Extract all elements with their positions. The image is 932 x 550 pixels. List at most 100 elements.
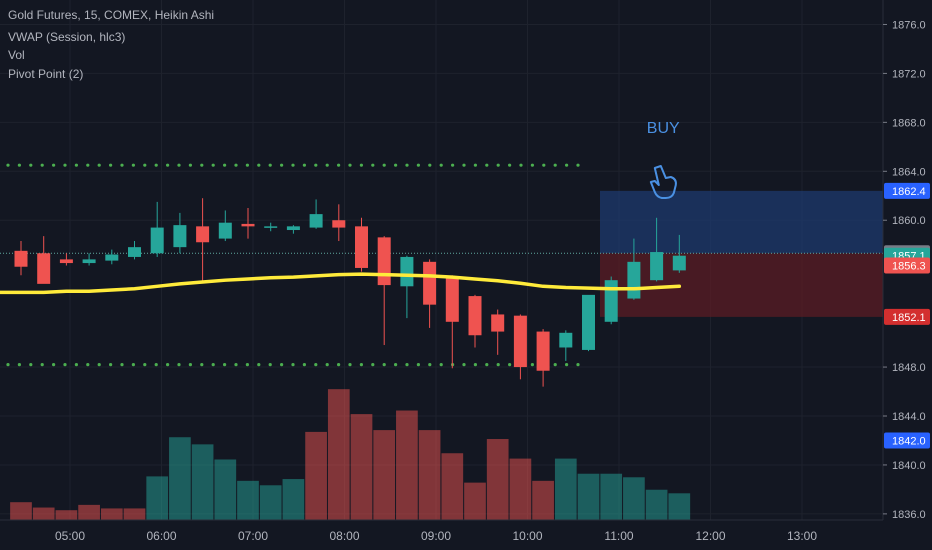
vwap-polyline [0,272,682,295]
time-axis[interactable]: 05:00 06:00 07:00 08:00 09:00 10:00 11:00 12:00… [55,529,817,543]
price-badge-label: 1852.1 [892,312,926,324]
pivot-dot [576,363,580,367]
pivot-dot [74,163,78,167]
volume-bar [282,479,305,520]
pivot-dot [109,363,113,367]
candle [241,208,255,239]
price-tick-label: 1848.0 [892,362,926,374]
volume-bar [214,459,237,520]
price-tick-label: 1864.0 [892,166,926,178]
pivot-dot [29,163,33,167]
candle [650,217,664,282]
candle-body [377,237,391,286]
candle-body [423,261,437,305]
pivot-dot [74,363,78,367]
pivot-dot [211,163,215,167]
candle [37,236,51,284]
pivot-points [6,163,580,367]
pivot-dot [17,163,21,167]
pivot-dot [63,363,67,367]
pivot-dot [154,363,158,367]
candles[interactable] [14,198,686,387]
chart-legend: Gold Futures, 15, COMEX, Heikin Ashi VWA… [8,8,214,81]
pivot-dot [382,163,386,167]
candle [218,210,232,242]
pivot-dot [166,363,170,367]
pivot-dot [200,163,204,167]
price-axis[interactable]: 1876.0 1872.0 1868.0 1864.0 1860.0 1848.0 1844… [883,19,926,521]
candle [604,276,618,325]
legend-pivot[interactable]: Pivot Point (2) [8,67,83,81]
candle-body [173,225,187,248]
pivot-dot [337,363,341,367]
candle-body [196,226,210,243]
pointing-hand-icon [649,165,677,199]
candle-body [241,223,255,227]
price-tick-label: 1844.0 [892,411,926,423]
pivot-dot [86,363,90,367]
pivot-dot [325,163,329,167]
candle-body [627,261,641,299]
legend-title[interactable]: Gold Futures, 15, COMEX, Heikin Ashi [8,8,214,22]
volume-bar [78,504,100,520]
volume-bar [645,489,668,520]
pivot-dot [177,363,181,367]
price-tick-label: 1840.0 [892,460,926,472]
candle-body [468,296,482,336]
pivot-dot [29,363,33,367]
pivot-dot [496,363,500,367]
candle-body [559,332,573,348]
legend-vol[interactable]: Vol [8,48,25,62]
candle-body [491,314,505,332]
time-tick-label: 13:00 [787,529,817,543]
pivot-dot [302,163,306,167]
volume-bar [10,502,32,520]
pivot-dot [553,363,557,367]
pivot-dot [63,163,67,167]
time-tick-label: 11:00 [604,529,633,543]
volume-bar [146,476,169,520]
pivot-dot [131,163,135,167]
volume-bar [396,410,418,520]
pivot-dot [451,163,455,167]
candle [468,294,482,348]
pivot-dot [371,163,375,167]
pivot-dot [485,363,489,367]
candle-body [513,315,527,368]
pivot-dot [234,163,238,167]
volume-bar [305,431,327,520]
candle [332,204,346,242]
pivot-dot [280,363,284,367]
candle [445,275,459,369]
volume-bar [418,430,441,520]
volume-bar [327,389,350,520]
candle-body [150,227,164,254]
volume-bar [237,480,259,520]
buy-annotation[interactable]: BUY [647,120,680,199]
candle-body [37,253,51,284]
pivot-dot [462,163,466,167]
pivot-dot [52,363,56,367]
candle [400,255,414,319]
candle [59,253,73,266]
candle [286,225,300,234]
pivot-dot [359,363,363,367]
candle [309,199,323,229]
candle-body [536,331,550,371]
volume-bars [10,389,691,520]
vwap-line [0,272,682,295]
pivot-dot [405,163,409,167]
pivot-dot [200,363,204,367]
pivot-dot [359,163,363,167]
pivot-dot [257,363,261,367]
candle [196,198,210,282]
volume-bar [350,414,373,520]
pivot-dot [131,363,135,367]
volume-bar [55,510,78,520]
legend-vwap[interactable]: VWAP (Session, hlc3) [8,30,125,44]
price-badge-label: 1856.3 [892,261,926,273]
pivot-dot [394,363,398,367]
pivot-dot [382,363,386,367]
